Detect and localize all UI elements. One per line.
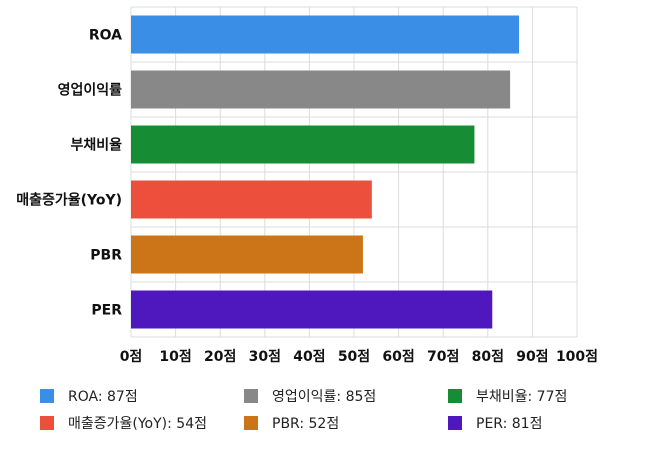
x-tick-label-2: 20점 — [204, 348, 236, 365]
legend-label: ROA: 87점 — [68, 389, 138, 405]
x-tick-label-0: 0점 — [120, 348, 143, 365]
bar-4[interactable] — [131, 235, 363, 274]
x-tick-label-8: 80점 — [472, 348, 504, 365]
legend-label: 영업이익률: 85점 — [272, 389, 377, 405]
category-label-0: ROA — [89, 28, 122, 44]
legend-item-operating-margin[interactable]: 영업이익률: 85점 — [244, 386, 448, 406]
legend-label: 부채비율: 77점 — [476, 389, 568, 405]
legend-item-per[interactable]: PER: 81점 — [448, 413, 638, 433]
legend-swatch — [448, 416, 462, 430]
x-tick-label-5: 50점 — [338, 348, 370, 365]
legend-swatch — [244, 416, 258, 430]
category-label-2: 부채비율 — [70, 137, 122, 154]
legend-label: PBR: 52점 — [272, 416, 340, 432]
category-label-3: 매출증가율(YoY) — [16, 192, 122, 209]
x-tick-label-1: 10점 — [159, 348, 191, 365]
legend-swatch — [40, 389, 54, 403]
x-tick-label-3: 30점 — [249, 348, 281, 365]
category-label-1: 영업이익률 — [58, 82, 123, 99]
legend-item-roa[interactable]: ROA: 87점 — [40, 386, 244, 406]
bar-0[interactable] — [131, 15, 520, 54]
category-label-5: PER — [91, 303, 122, 319]
bar-5[interactable] — [131, 290, 493, 329]
legend-swatch — [244, 389, 258, 403]
bars — [131, 15, 520, 329]
category-label-4: PBR — [90, 248, 122, 264]
bar-2[interactable] — [131, 125, 475, 164]
bar-3[interactable] — [131, 180, 372, 219]
x-tick-labels: 0점 10점 20점 30점 40점 50점 60점 70점 80점 90점 100점 — [120, 348, 598, 365]
x-tick-label-4: 40점 — [293, 348, 325, 365]
grid-lines — [130, 6, 578, 338]
x-tick-label-7: 70점 — [427, 348, 459, 365]
x-tick-label-6: 60점 — [382, 348, 414, 365]
legend: ROA: 87점 영업이익률: 85점 부채비율: 77점 매출증가율(YoY)… — [40, 386, 640, 433]
legend-item-sales-growth[interactable]: 매출증가율(YoY): 54점 — [40, 413, 244, 433]
legend-swatch — [40, 416, 54, 430]
x-tick-label-10: 100점 — [556, 348, 598, 365]
legend-swatch — [448, 389, 462, 403]
x-tick-label-9: 90점 — [516, 348, 548, 365]
legend-item-debt-ratio[interactable]: 부채비율: 77점 — [448, 386, 638, 406]
legend-label: PER: 81점 — [476, 416, 543, 432]
legend-item-pbr[interactable]: PBR: 52점 — [244, 413, 448, 433]
legend-label: 매출증가율(YoY): 54점 — [68, 416, 207, 432]
bar-1[interactable] — [131, 70, 511, 109]
